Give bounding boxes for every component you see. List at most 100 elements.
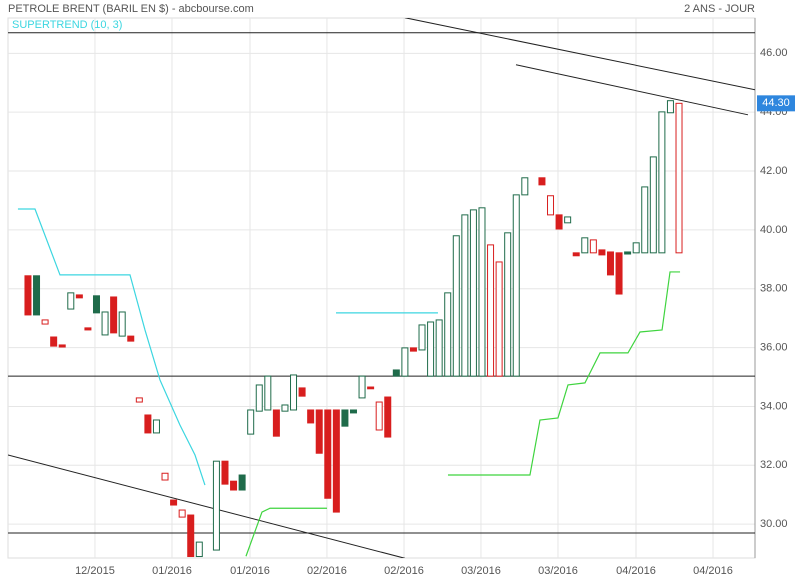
y-tick-label: 30.00: [760, 518, 788, 530]
candle-body: [212, 460, 220, 551]
trend-line: [515, 64, 749, 116]
y-tick-label: 42.00: [760, 165, 788, 177]
x-tick-label: 04/2016: [616, 565, 656, 577]
candle-body: [247, 409, 255, 435]
candle-body: [230, 480, 238, 491]
x-tick-label: 02/2016: [307, 565, 347, 577]
candle-body: [401, 347, 409, 377]
candle-body: [255, 384, 263, 412]
candle-body: [358, 375, 366, 399]
candle-body: [418, 324, 426, 351]
candle-body: [24, 275, 32, 316]
candle-body: [41, 319, 49, 325]
candle-body: [606, 251, 614, 276]
candle-body: [572, 252, 580, 257]
candle-body: [495, 261, 503, 377]
candle-body: [384, 396, 392, 438]
trend-line: [8, 454, 406, 558]
candle-body: [264, 375, 272, 411]
candle-body: [178, 509, 186, 518]
candle-body: [67, 292, 75, 310]
candle-body: [444, 292, 452, 377]
candle-body: [101, 311, 109, 336]
candle-body: [75, 294, 83, 299]
candle-body: [427, 321, 435, 377]
candle-body: [615, 252, 623, 295]
candle-body: [478, 207, 486, 377]
candle-body: [187, 514, 195, 558]
y-tick-label: 46.00: [760, 47, 788, 59]
candle-body: [649, 156, 657, 254]
candle-body: [598, 249, 606, 256]
x-tick-label: 04/2016: [693, 565, 733, 577]
candle-body: [375, 401, 383, 431]
supertrend-line: [245, 271, 681, 557]
x-tick-label: 03/2016: [538, 565, 578, 577]
candle-body: [135, 397, 143, 403]
candle-body: [675, 102, 683, 254]
candle-body: [547, 195, 555, 216]
candle-body: [110, 296, 118, 334]
candle-body: [92, 295, 100, 314]
candle-body: [367, 386, 375, 390]
candle-body: [349, 409, 357, 414]
chart-title: PETROLE BRENT (BARIL EN $) - abcbourse.c…: [8, 3, 254, 15]
candle-body: [272, 409, 280, 437]
candle-body: [487, 244, 495, 377]
candle-body: [581, 237, 589, 254]
candle-body: [332, 409, 340, 513]
candle-body: [324, 409, 332, 499]
candle-body: [521, 177, 529, 196]
candle-body: [469, 209, 477, 377]
candle-body: [144, 414, 152, 434]
candle-body: [298, 387, 306, 397]
candle-body: [589, 239, 597, 254]
candle-body: [170, 499, 178, 506]
last-price-tag: [757, 95, 795, 112]
candle-body: [392, 369, 400, 377]
candle-body: [564, 216, 572, 224]
candle-body: [33, 275, 41, 316]
supertrend-line: [17, 208, 438, 486]
candle-body: [504, 232, 512, 377]
x-tick-label: 03/2016: [461, 565, 501, 577]
candle-body: [315, 409, 323, 454]
x-tick-label: 01/2016: [230, 565, 270, 577]
candle-body: [452, 235, 460, 377]
y-tick-label: 32.00: [760, 459, 788, 471]
candle-body: [58, 344, 66, 348]
candle-body: [341, 409, 349, 427]
candle-body: [127, 335, 135, 342]
candle-body: [666, 100, 674, 114]
candle-body: [632, 242, 640, 254]
candle-body: [409, 347, 417, 352]
candle-body: [290, 374, 298, 411]
candle-body: [50, 336, 58, 347]
indicator-label: SUPERTREND (10, 3): [12, 19, 122, 31]
candle-body: [152, 419, 160, 434]
candle-body: [538, 177, 546, 186]
period-label: 2 ANS - JOUR: [684, 3, 755, 15]
candle-body: [221, 460, 229, 485]
y-tick-label: 36.00: [760, 341, 788, 353]
plot-frame: [7, 17, 756, 559]
candle-body: [84, 327, 92, 331]
x-tick-label: 02/2016: [384, 565, 424, 577]
candle-body: [307, 409, 315, 424]
last-price-label: 44.30: [762, 97, 790, 109]
trend-line: [404, 18, 755, 91]
candle-body: [281, 404, 289, 412]
candle-body: [238, 474, 246, 491]
y-tick-label: 40.00: [760, 224, 788, 236]
x-tick-label: 01/2016: [152, 565, 192, 577]
candle-body: [195, 541, 203, 558]
candle-body: [658, 111, 666, 254]
y-tick-label: 34.00: [760, 400, 788, 412]
x-tick-label: 12/2015: [75, 565, 115, 577]
candle-body: [118, 311, 126, 337]
candle-body: [555, 214, 563, 230]
candle-body: [461, 214, 469, 377]
y-tick-label: 38.00: [760, 283, 788, 295]
candle-body: [435, 319, 443, 377]
